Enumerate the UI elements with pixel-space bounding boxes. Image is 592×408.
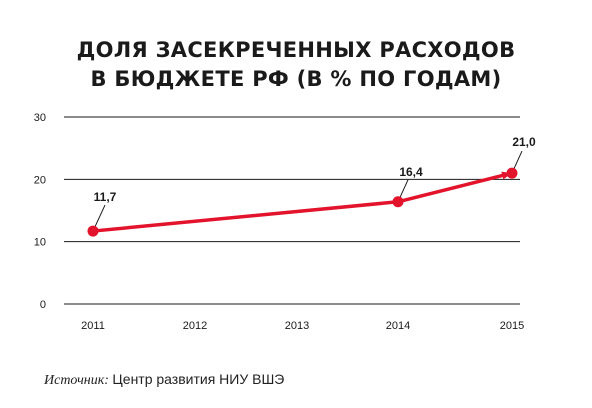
x-tick-label-2014: 2014 [386, 320, 410, 332]
x-tick-labels: 2011 2012 2013 2014 2015 [81, 320, 524, 332]
y-tick-label-10: 10 [34, 237, 46, 249]
data-label-2011: 11,7 [94, 190, 117, 204]
chart-title-line-1: ДОЛЯ ЗАСЕКРЕЧЕННЫХ РАСХОДОВ [76, 38, 516, 62]
source-label: Источник: [44, 373, 109, 388]
data-point-2014 [392, 196, 404, 208]
data-points [87, 167, 518, 237]
data-label-2014: 16,4 [399, 165, 423, 179]
x-tick-label-2011: 2011 [81, 320, 105, 332]
y-tick-label-20: 20 [34, 174, 46, 186]
y-tick-label-30: 30 [34, 112, 46, 124]
chart-title: ДОЛЯ ЗАСЕКРЕЧЕННЫХ РАСХОДОВ В БЮДЖЕТЕ РФ… [0, 36, 592, 94]
x-tick-label-2012: 2012 [183, 320, 207, 332]
y-tick-labels: 0 10 20 30 [34, 112, 46, 311]
y-tick-label-0: 0 [40, 299, 46, 311]
series-line-0 [91, 171, 512, 233]
data-point-2015 [506, 167, 518, 179]
grid-lines [64, 116, 520, 305]
chart-title-line-2: В БЮДЖЕТЕ РФ (В % ПО ГОДАМ) [90, 67, 502, 91]
x-tick-label-2015: 2015 [500, 320, 524, 332]
data-point-2011 [87, 225, 99, 237]
x-tick-label-2013: 2013 [285, 320, 309, 332]
data-labels: 11,7 16,4 21,0 [94, 135, 536, 204]
data-label-callouts [92, 150, 523, 232]
data-label-2015: 21,0 [512, 135, 536, 149]
source-text: Центр развития НИУ ВШЭ [112, 371, 285, 387]
source-note: Источник: Центр развития НИУ ВШЭ [44, 371, 284, 389]
series-line [91, 171, 512, 233]
